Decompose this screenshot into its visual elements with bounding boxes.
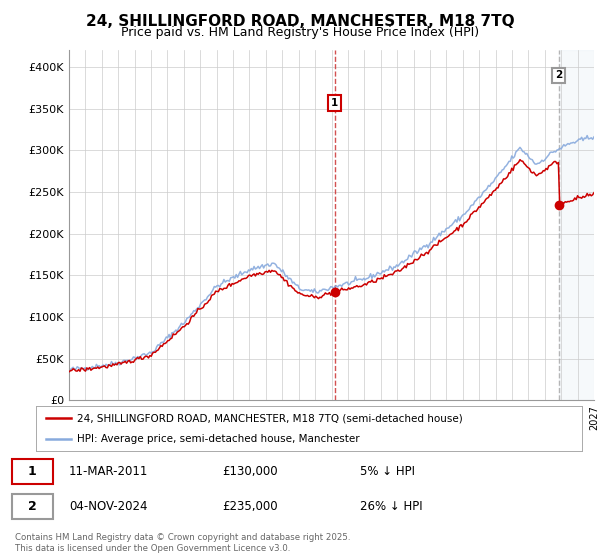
Text: HPI: Average price, semi-detached house, Manchester: HPI: Average price, semi-detached house,… — [77, 433, 359, 444]
Bar — [559, 50, 594, 400]
Text: 24, SHILLINGFORD ROAD, MANCHESTER, M18 7TQ: 24, SHILLINGFORD ROAD, MANCHESTER, M18 7… — [86, 14, 514, 29]
Text: 2: 2 — [555, 71, 562, 81]
Text: 2: 2 — [28, 500, 37, 513]
Text: Price paid vs. HM Land Registry's House Price Index (HPI): Price paid vs. HM Land Registry's House … — [121, 26, 479, 39]
Text: 04-NOV-2024: 04-NOV-2024 — [69, 500, 148, 513]
Text: 24, SHILLINGFORD ROAD, MANCHESTER, M18 7TQ (semi-detached house): 24, SHILLINGFORD ROAD, MANCHESTER, M18 7… — [77, 413, 463, 423]
Text: 26% ↓ HPI: 26% ↓ HPI — [360, 500, 422, 513]
FancyBboxPatch shape — [12, 494, 53, 519]
Text: 1: 1 — [331, 98, 338, 108]
Text: £130,000: £130,000 — [222, 465, 278, 478]
Text: 1: 1 — [28, 465, 37, 478]
Text: £235,000: £235,000 — [222, 500, 278, 513]
Text: 11-MAR-2011: 11-MAR-2011 — [69, 465, 148, 478]
Text: Contains HM Land Registry data © Crown copyright and database right 2025.
This d: Contains HM Land Registry data © Crown c… — [15, 533, 350, 553]
FancyBboxPatch shape — [12, 459, 53, 484]
Text: 5% ↓ HPI: 5% ↓ HPI — [360, 465, 415, 478]
